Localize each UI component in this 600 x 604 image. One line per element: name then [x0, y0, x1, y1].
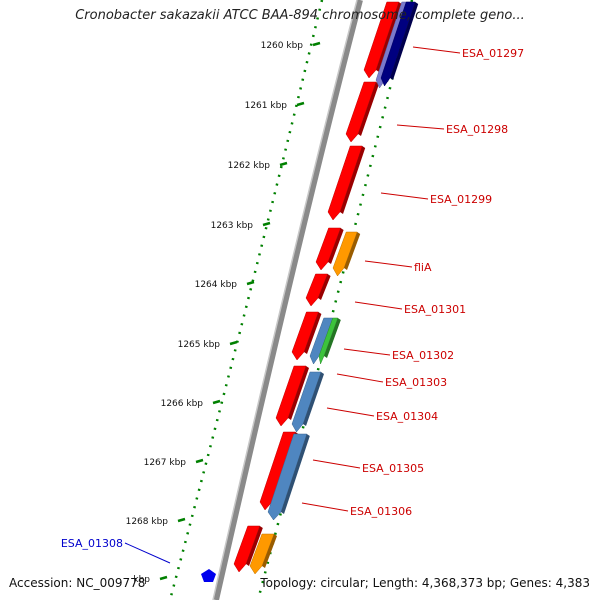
scale-tick: 1260 kbp: [261, 41, 321, 51]
label-leader: [412, 46, 461, 54]
scale-tick: 1264 kbp: [195, 280, 255, 290]
tick-label: 1268 kbp: [126, 517, 169, 527]
backbone-highlight: [212, 0, 358, 601]
gene-ESA_01297-dark: [380, 1, 419, 87]
tick-label: 1263 kbp: [211, 221, 254, 231]
tick-mark: [229, 340, 238, 346]
tick-mark: [262, 221, 271, 227]
gene-label-text: ESA_01299: [430, 193, 492, 206]
accession-text: Accession: NC_009778: [9, 576, 146, 590]
gene-label: ESA_01308: [61, 537, 171, 564]
gene-fliA: [332, 231, 361, 277]
label-leader: [354, 301, 403, 310]
gene-label-text: ESA_01298: [446, 123, 508, 136]
label-leader: [336, 373, 384, 383]
gene-label-text: ESA_01301: [404, 303, 466, 316]
gene-label-text: ESA_01302: [392, 349, 454, 362]
label-leader: [301, 502, 349, 512]
gene-ESA_01302-green: [318, 317, 341, 365]
cds-fliA: [315, 227, 344, 271]
tick-mark: [177, 517, 186, 523]
tick-mark: [159, 575, 168, 581]
label-leader: [343, 348, 391, 356]
cds-ESA_01299: [327, 145, 366, 221]
gene-label: ESA_01297: [412, 46, 524, 60]
label-leader: [326, 407, 375, 417]
cds-ESA_01297: [363, 1, 402, 79]
tick-label: 1262 kbp: [228, 161, 271, 171]
gene-label-text: ESA_01308: [61, 537, 123, 550]
gene-label-text: ESA_01304: [376, 410, 438, 423]
gene-label-text: ESA_01297: [462, 47, 524, 60]
tick-label: 1266 kbp: [161, 399, 204, 409]
tick-mark: [312, 41, 321, 47]
cds-ESA_01302: [291, 311, 322, 361]
scale-tick: 1262 kbp: [228, 161, 288, 171]
tick-label: 1267 kbp: [144, 458, 187, 468]
scale-tick: 1263 kbp: [211, 221, 271, 231]
cds-ESA_01308-region: [233, 525, 263, 573]
gene-label-text: ESA_01306: [350, 505, 412, 518]
tick-mark: [195, 458, 204, 464]
gene-ESA_01304: [291, 371, 324, 433]
scale-tick: 1267 kbp: [144, 458, 204, 468]
map-title: Cronobacter sakazakii ATCC BAA-894 chrom…: [75, 8, 525, 23]
tick-label: 1260 kbp: [261, 41, 304, 51]
gene-labels: ESA_01297 ESA_01298 ESA_01299 fliA ESA_01301…: [61, 46, 524, 564]
label-leader: [380, 192, 429, 200]
gene-label: ESA_01305: [312, 459, 424, 475]
scale-tick: 1268 kbp: [126, 517, 186, 527]
label-leader: [396, 124, 445, 130]
scale-track: [168, 0, 324, 601]
tick-mark: [279, 161, 288, 167]
tick-label: 1265 kbp: [178, 340, 221, 350]
gene-label: ESA_01301: [354, 301, 466, 316]
gene-ESA_01305: [267, 433, 310, 521]
gene-label: ESA_01304: [326, 407, 438, 423]
scale-tick: 1261 kbp: [245, 101, 305, 111]
label-leader: [124, 542, 171, 564]
gene-features: [201, 1, 419, 582]
scale-tick: 1266 kbp: [161, 399, 221, 409]
topology-text: Topology: circular; Length: 4,368,373 bp…: [260, 576, 590, 590]
tick-mark: [296, 101, 305, 107]
gene-label: ESA_01306: [301, 502, 412, 518]
gene-label: ESA_01303: [336, 373, 447, 389]
label-leader: [364, 260, 413, 268]
tick-label: 1261 kbp: [245, 101, 288, 111]
gene-label-text: ESA_01303: [385, 376, 447, 389]
gene-label-text: fliA: [414, 261, 432, 274]
gene-label: ESA_01298: [396, 123, 508, 136]
gene-label: ESA_01302: [343, 348, 454, 362]
gene-label: ESA_01299: [380, 192, 492, 206]
cds-ESA_01303: [275, 365, 309, 427]
label-leader: [312, 459, 361, 469]
cds-ESA_01298: [345, 81, 379, 143]
gene-ESA_01308-orange: [249, 533, 277, 575]
marker-ESA_01308: [201, 569, 216, 582]
backbone-ring: [213, 0, 363, 601]
scale-ticks: 1260 kbp 1261 kbp 1262 kbp 1263 kbp 1264 kbp…: [126, 41, 321, 585]
gene-label-text: ESA_01305: [362, 462, 424, 475]
gene-label: fliA: [364, 260, 432, 274]
tick-label: 1264 kbp: [195, 280, 238, 290]
tick-label: kbp: [133, 575, 150, 585]
tick-mark: [212, 399, 221, 405]
scale-tick: 1265 kbp: [178, 340, 238, 350]
scale-tick: kbp: [133, 575, 168, 585]
tick-mark: [246, 280, 255, 286]
cds-ESA_01301: [305, 273, 331, 307]
